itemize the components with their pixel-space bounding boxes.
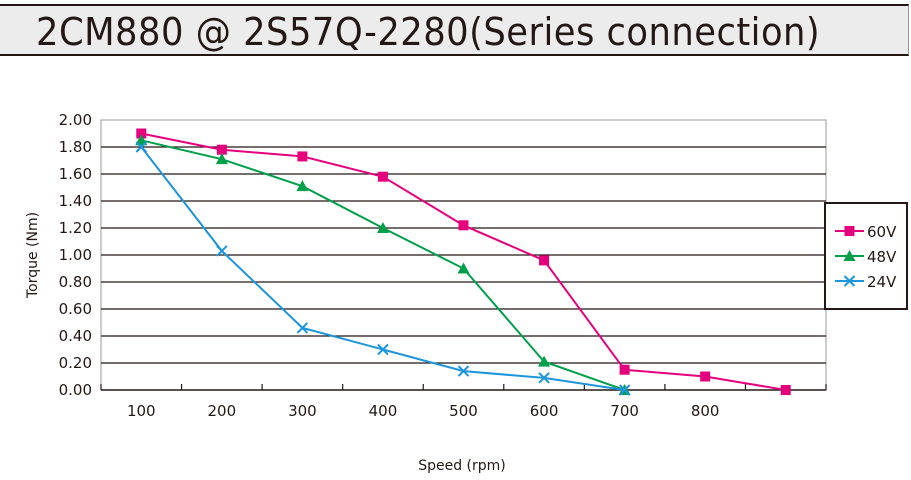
triangle-marker-icon [135, 134, 148, 146]
square-marker-icon [136, 128, 147, 139]
x-tick-label: 100 [127, 402, 156, 420]
y-tick-label: 0.40 [59, 327, 92, 345]
x-axis-title: Speed (rpm) [418, 458, 506, 474]
axes [100, 384, 827, 391]
x-marker-icon [843, 275, 856, 287]
triangle-marker-icon [843, 250, 856, 261]
legend-item-60V: 60V [835, 223, 897, 241]
legend-item-24V: 24V [835, 273, 897, 291]
y-axis-tick-labels: 0.00 0.20 0.40 0.60 0.80 1.00 1.20 1.40 1.60 1.80… [59, 111, 92, 399]
square-marker-icon [216, 144, 227, 155]
y-tick-label: 0.60 [59, 300, 92, 318]
triangle-marker-icon [296, 180, 309, 192]
square-marker-icon [377, 171, 388, 182]
square-marker-icon [458, 220, 469, 231]
square-marker-icon [780, 385, 791, 395]
y-tick-label: 0.00 [59, 381, 92, 399]
data-series [135, 128, 791, 396]
x-tick-label: 700 [610, 402, 639, 420]
y-tick-label: 1.20 [59, 219, 92, 237]
series-48V [135, 134, 631, 395]
y-tick-label: 0.80 [59, 273, 92, 291]
legend-item-48V: 48V [835, 248, 897, 266]
triangle-marker-icon [457, 262, 470, 274]
y-tick-label: 2.00 [59, 111, 92, 129]
x-tick-label: 400 [369, 402, 398, 420]
legend-label: 24V [867, 273, 897, 291]
square-marker-icon [700, 371, 711, 382]
x-tick-label: 600 [530, 402, 559, 420]
series-60V [136, 128, 791, 395]
x-marker-icon [296, 322, 309, 334]
square-marker-icon [297, 151, 308, 162]
x-marker-icon [216, 245, 228, 257]
triangle-marker-icon [376, 222, 389, 233]
x-tick-label: 200 [208, 402, 237, 420]
y-axis-title: Torque (Nm) [25, 212, 41, 299]
x-axis-tick-labels: 100 200 300 400 500 600 700 800 [127, 402, 720, 420]
legend: 60V 48V 24V [824, 202, 908, 310]
y-tick-label: 1.60 [59, 165, 92, 183]
legend-label: 60V [867, 223, 897, 241]
chart-title: 2CM880 @ 2S57Q-2280(Series connection) [36, 10, 821, 54]
y-tick-label: 0.20 [59, 354, 92, 372]
triangle-marker-icon [538, 355, 551, 367]
x-tick-label: 300 [288, 402, 317, 420]
x-marker-icon [538, 372, 550, 384]
square-marker-icon [619, 364, 630, 375]
x-marker-icon [618, 384, 631, 396]
x-marker-icon [135, 141, 147, 153]
series-24V [135, 141, 631, 396]
y-tick-label: 1.00 [59, 246, 92, 264]
title-banner: 2CM880 @ 2S57Q-2280(Series connection) [0, 4, 909, 56]
triangle-marker-icon [215, 153, 228, 165]
legend-label: 48V [867, 248, 897, 266]
square-marker-icon [844, 226, 855, 236]
y-tick-label: 1.40 [59, 192, 92, 210]
square-marker-icon [539, 255, 550, 266]
x-tick-label: 800 [691, 402, 720, 420]
x-marker-icon [377, 343, 389, 356]
grid-lines [100, 119, 827, 391]
y-tick-label: 1.80 [59, 138, 92, 156]
x-marker-icon [457, 365, 470, 377]
x-tick-label: 500 [449, 402, 478, 420]
